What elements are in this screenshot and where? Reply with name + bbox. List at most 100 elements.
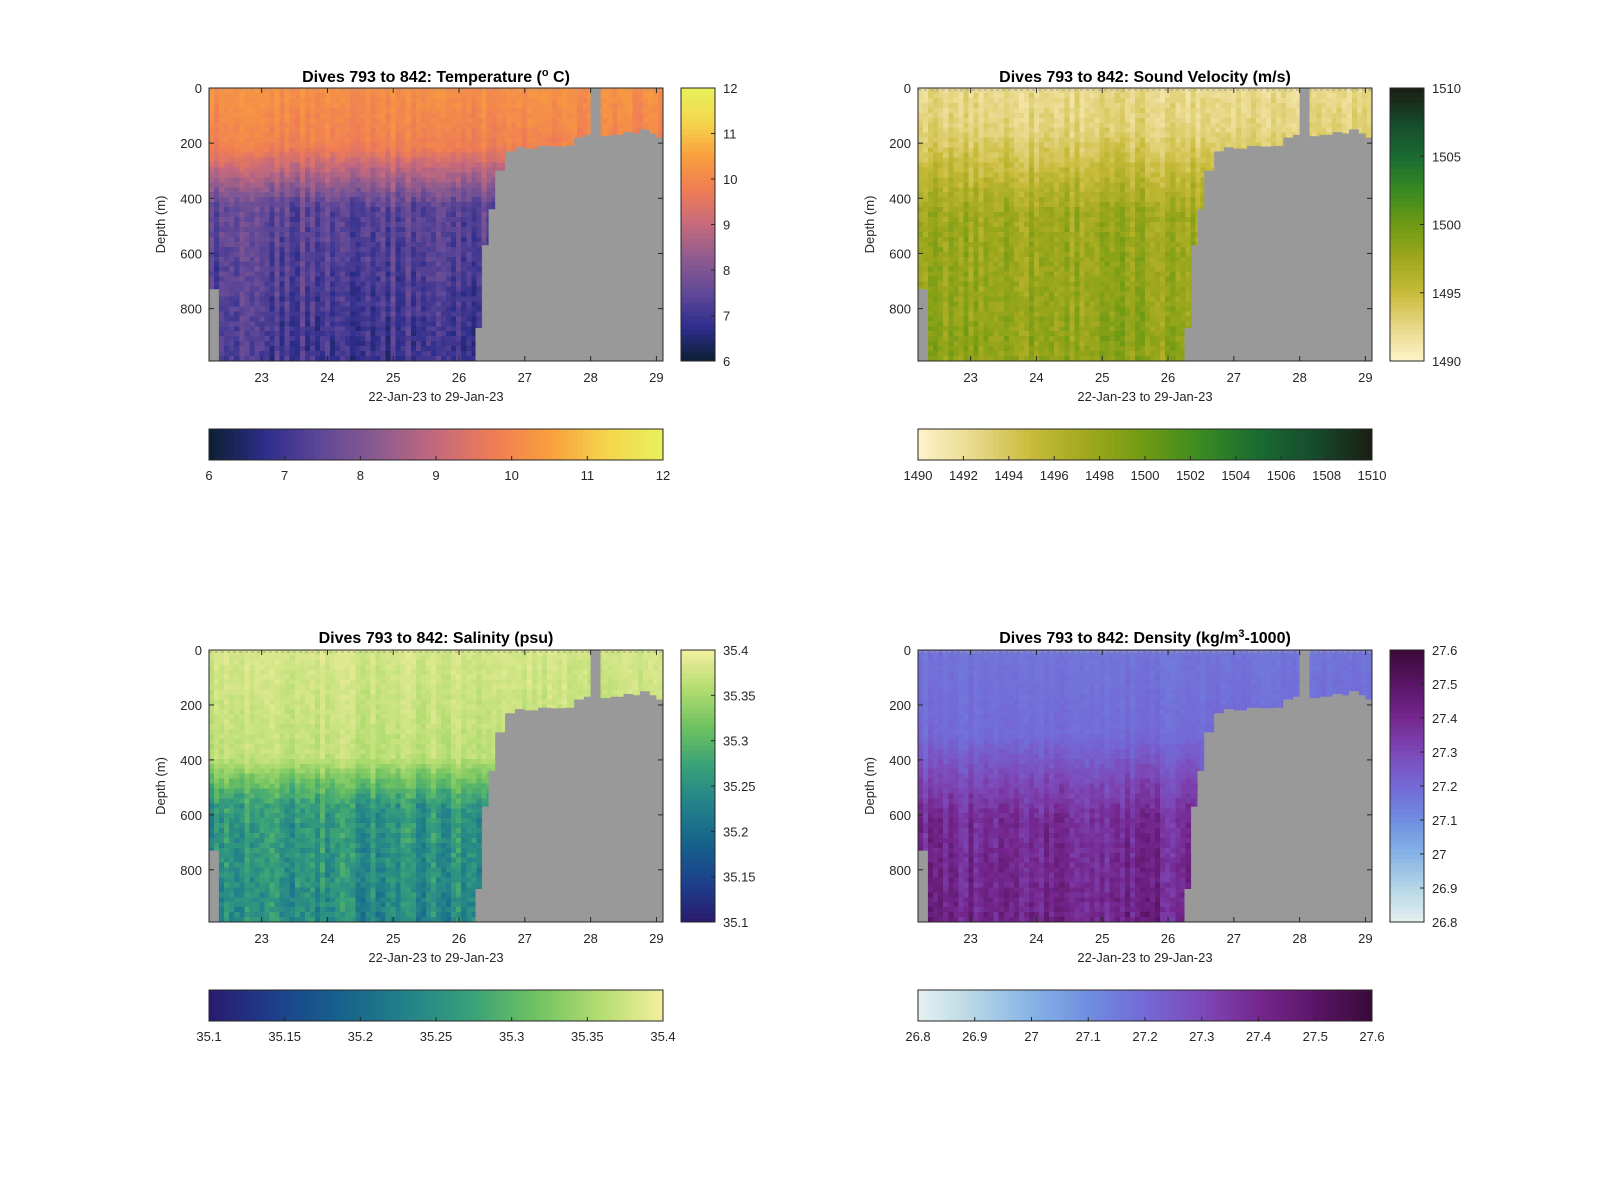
no-data-mask — [918, 88, 1372, 361]
panel-salinity: 23 24 25 26 27 28 29 0 200 400 600 800 22-Jan-23 to … — [153, 643, 756, 1044]
x-tick-label: 28 — [583, 370, 597, 385]
colorbar-tick-label: 7 — [281, 468, 288, 483]
colorbar-tick-label: 1500 — [1432, 218, 1461, 233]
colorbar-tick-label: 35.35 — [723, 688, 756, 703]
x-tick-label: 28 — [583, 931, 597, 946]
x-tick-label: 27 — [518, 370, 532, 385]
colorbar-horizontal: 26.8 26.9 27 27.1 27.2 27.3 27.4 27.5 27.6 — [905, 989, 1385, 1044]
colorbar-tick-label: 35.3 — [499, 1029, 524, 1044]
y-tick-label: 0 — [904, 643, 911, 658]
y-tick-label: 600 — [889, 808, 911, 823]
colorbar-horizontal: 35.1 35.15 35.2 35.25 35.3 35.35 35.4 — [196, 989, 676, 1044]
plot-title: Dives 793 to 842: Salinity (psu) — [319, 630, 554, 647]
x-tick-label: 25 — [386, 931, 400, 946]
colorbar-vertical: 35.1 35.15 35.2 35.25 35.3 35.35 35.4 — [680, 643, 756, 930]
x-tick-label: 29 — [649, 931, 663, 946]
x-tick-label: 25 — [1095, 370, 1109, 385]
x-tick-label: 25 — [1095, 931, 1109, 946]
no-data-mask — [918, 650, 1372, 922]
colorbar-tick-label: 12 — [656, 468, 670, 483]
y-tick-label: 0 — [195, 81, 202, 96]
colorbar-tick-label: 35.4 — [723, 643, 748, 658]
colorbar-tick-label: 35.15 — [268, 1029, 301, 1044]
x-tick-label: 29 — [1358, 931, 1372, 946]
y-tick-label: 800 — [889, 302, 911, 317]
x-tick-label: 26 — [452, 370, 466, 385]
colorbar-tick-label: 1508 — [1312, 468, 1341, 483]
colorbar-tick-label: 35.3 — [723, 734, 748, 749]
colorbar-tick-label: 9 — [432, 468, 439, 483]
colorbar-tick-label: 1505 — [1432, 149, 1461, 164]
colorbar-tick-label: 26.9 — [1432, 881, 1457, 896]
x-tick-label: 26 — [1161, 370, 1175, 385]
colorbar-tick-label: 11 — [723, 127, 737, 142]
colorbar-tick-label: 8 — [357, 468, 364, 483]
colorbar-tick-label: 9 — [723, 218, 730, 233]
no-data-mask — [209, 88, 663, 361]
x-tick-label: 23 — [254, 370, 268, 385]
x-tick-label: 26 — [1161, 931, 1175, 946]
y-tick-label: 200 — [889, 698, 911, 713]
y-tick-label: 800 — [889, 863, 911, 878]
colorbar-tick-label: 27.5 — [1432, 677, 1457, 692]
colorbar-tick-label: 35.1 — [196, 1029, 221, 1044]
colorbar-tick-label: 26.9 — [962, 1029, 987, 1044]
colorbar-horizontal: 1490 1492 1494 1496 1498 1500 1502 1504 1506 1508… — [904, 428, 1387, 483]
x-tick-label: 23 — [963, 370, 977, 385]
colorbar-tick-label: 35.25 — [723, 779, 756, 794]
x-tick-label: 24 — [1029, 370, 1043, 385]
x-tick-label: 23 — [963, 931, 977, 946]
colorbar-tick-label: 1492 — [949, 468, 978, 483]
colorbar-tick-label: 12 — [723, 81, 737, 96]
colorbar-tick-label: 26.8 — [1432, 915, 1457, 930]
colorbar-tick-label: 27.2 — [1432, 779, 1457, 794]
colorbar-vertical: 26.8 26.9 27 27.1 27.2 27.3 27.4 27.5 27.6 — [1389, 643, 1457, 930]
colorbar-tick-label: 1510 — [1432, 81, 1461, 96]
x-tick-label: 28 — [1292, 370, 1306, 385]
colorbar-tick-label: 1510 — [1358, 468, 1387, 483]
x-axis-label: 22-Jan-23 to 29-Jan-23 — [1077, 950, 1212, 965]
colorbar-tick-label: 26.8 — [905, 1029, 930, 1044]
colorbar-tick-label: 1495 — [1432, 286, 1461, 301]
plot-title: Dives 793 to 842: Density (kg/m3-1000) — [999, 628, 1291, 647]
no-data-mask — [209, 650, 663, 922]
y-tick-label: 600 — [180, 246, 202, 261]
colorbar-tick-label: 35.2 — [723, 824, 748, 839]
plot-axes — [208, 87, 664, 362]
y-axis-label: Depth (m) — [862, 196, 877, 254]
plot-axes — [917, 87, 1373, 362]
colorbar-tick-label: 27.2 — [1132, 1029, 1157, 1044]
x-axis-label: 22-Jan-23 to 29-Jan-23 — [368, 950, 503, 965]
colorbar-tick-label: 1506 — [1267, 468, 1296, 483]
colorbar-tick-label: 27.4 — [1246, 1029, 1271, 1044]
colorbar-tick-label: 35.1 — [723, 915, 748, 930]
plot-axes — [208, 649, 664, 923]
colorbar-tick-label: 27.3 — [1432, 745, 1457, 760]
x-tick-label: 27 — [1227, 931, 1241, 946]
y-tick-label: 600 — [889, 246, 911, 261]
colorbar-tick-label: 27 — [1432, 847, 1446, 862]
y-tick-label: 0 — [904, 81, 911, 96]
plot-title: Dives 793 to 842: Sound Velocity (m/s) — [999, 69, 1291, 86]
colorbar-vertical: 1490 1495 1500 1505 1510 — [1389, 81, 1461, 369]
colorbar-tick-label: 1494 — [994, 468, 1023, 483]
colorbar-vertical: 6 7 8 9 10 11 12 — [680, 81, 737, 369]
x-tick-label: 24 — [320, 931, 334, 946]
x-tick-label: 23 — [254, 931, 268, 946]
y-axis-label: Depth (m) — [862, 757, 877, 815]
colorbar-tick-label: 7 — [723, 309, 730, 324]
colorbar-tick-label: 35.25 — [420, 1029, 453, 1044]
x-tick-label: 24 — [1029, 931, 1043, 946]
colorbar-tick-label: 1498 — [1085, 468, 1114, 483]
plot-title: Dives 793 to 842: Temperature (o C) — [302, 67, 570, 86]
colorbar-tick-label: 27.6 — [1359, 1029, 1384, 1044]
x-tick-label: 24 — [320, 370, 334, 385]
y-tick-label: 200 — [889, 136, 911, 151]
x-tick-label: 29 — [1358, 370, 1372, 385]
panel-sound_velocity: 23 24 25 26 27 28 29 0 200 400 600 800 22-Jan-23 to … — [862, 81, 1461, 483]
x-tick-label: 29 — [649, 370, 663, 385]
plot-axes — [917, 649, 1373, 923]
colorbar-tick-label: 35.4 — [650, 1029, 675, 1044]
y-tick-label: 400 — [889, 753, 911, 768]
colorbar-tick-label: 35.2 — [348, 1029, 373, 1044]
